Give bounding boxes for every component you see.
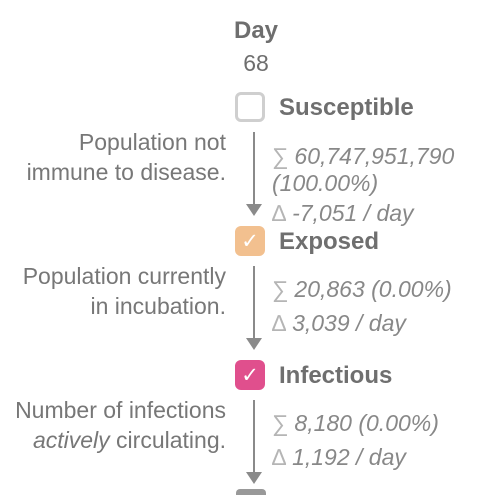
infectious-arrow-line xyxy=(253,400,255,474)
exposed-total: ∑ 20,863 (0.00%) xyxy=(272,276,452,303)
infectious-description-end: circulating. xyxy=(109,427,226,453)
next-stage-checkbox[interactable] xyxy=(236,489,266,495)
exposed-arrow-line xyxy=(253,266,255,340)
checkmark-icon: ✓ xyxy=(241,363,259,387)
sum-icon: ∑ xyxy=(272,410,289,436)
susceptible-arrow-head xyxy=(246,204,262,216)
infectious-total-value: 8,180 (0.00%) xyxy=(294,410,439,436)
exposed-delta-value: 3,039 / day xyxy=(292,310,406,336)
delta-icon: ∆ xyxy=(272,444,287,470)
susceptible-arrow-line xyxy=(253,132,255,206)
susceptible-description: Population not immune to disease. xyxy=(26,129,226,185)
susceptible-total-value: 60,747,951,790 xyxy=(294,143,455,169)
exposed-total-value: 20,863 (0.00%) xyxy=(294,276,452,302)
exposed-label: Exposed xyxy=(279,228,380,255)
exposed-checkbox[interactable]: ✓ xyxy=(235,226,265,256)
delta-icon: ∆ xyxy=(272,310,287,336)
delta-icon: ∆ xyxy=(272,200,287,226)
susceptible-total-percent: (100.00%) xyxy=(272,170,379,196)
infectious-total: ∑ 8,180 (0.00%) xyxy=(272,410,439,437)
exposed-delta: ∆ 3,039 / day xyxy=(272,310,406,337)
sum-icon: ∑ xyxy=(272,143,289,169)
infectious-arrow-head xyxy=(246,472,262,484)
infectious-description: Number of infections actively circulatin… xyxy=(0,395,226,455)
exposed-arrow-head xyxy=(246,338,262,350)
exposed-description: Population currently in incubation. xyxy=(22,263,226,319)
infectious-description-emphasis: actively xyxy=(32,427,110,453)
susceptible-checkbox[interactable] xyxy=(235,92,265,122)
infectious-label: Infectious xyxy=(279,362,393,389)
infectious-delta: ∆ 1,192 / day xyxy=(272,444,406,471)
susceptible-total: ∑ 60,747,951,790 (100.00%) xyxy=(272,143,454,197)
day-value: 68 xyxy=(243,50,269,76)
infectious-description-start: Number of infections xyxy=(15,397,226,423)
infectious-delta-value: 1,192 / day xyxy=(292,444,406,470)
susceptible-label: Susceptible xyxy=(279,94,414,121)
checkmark-icon: ✓ xyxy=(241,229,259,253)
susceptible-delta: ∆ -7,051 / day xyxy=(272,200,414,227)
day-label: Day xyxy=(233,17,279,44)
susceptible-delta-value: -7,051 / day xyxy=(292,200,414,226)
sum-icon: ∑ xyxy=(272,276,289,302)
infectious-checkbox[interactable]: ✓ xyxy=(235,360,265,390)
